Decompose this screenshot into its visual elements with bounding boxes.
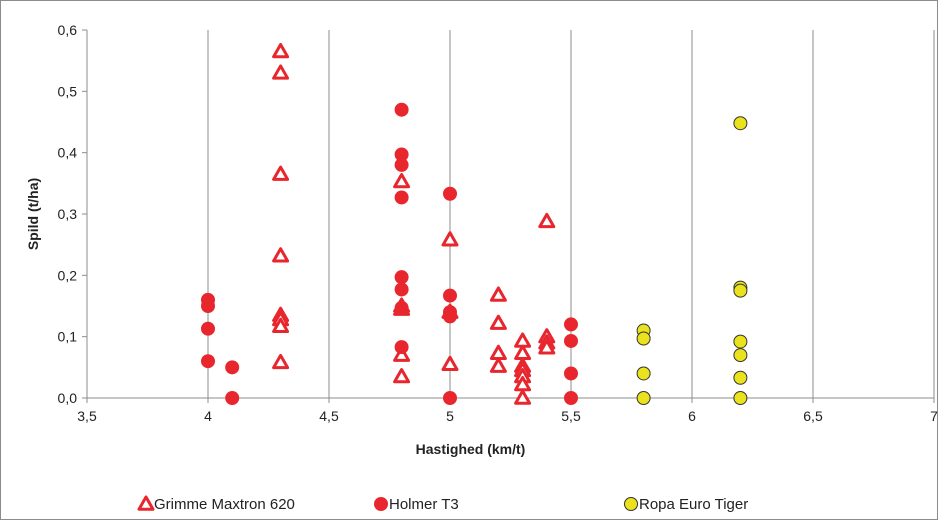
- data-point-circle: [394, 300, 409, 315]
- data-point-triangle: [489, 286, 507, 302]
- y-tick-label: 0,1: [58, 329, 78, 345]
- x-tick-label: 4,5: [319, 408, 339, 424]
- data-point-circle: [733, 283, 748, 298]
- data-point-triangle: [489, 314, 507, 330]
- data-point-circle: [564, 391, 578, 405]
- data-point-triangle: [393, 368, 411, 384]
- data-point-triangle: [393, 172, 411, 189]
- data-point-circle: [636, 366, 651, 381]
- data-point-circle: [394, 190, 409, 205]
- x-tick-label: 3,5: [77, 408, 97, 424]
- x-tick-label: 7: [930, 408, 937, 424]
- data-point-circle: [636, 391, 651, 405]
- data-point-triangle: [272, 247, 290, 263]
- data-point-triangle: [538, 339, 556, 355]
- data-point-circle: [443, 391, 457, 405]
- data-point-circle: [201, 299, 215, 313]
- data-point-triangle: [489, 357, 507, 373]
- data-point-triangle: [272, 353, 290, 370]
- data-point-circle: [636, 331, 651, 346]
- data-point-circle: [733, 116, 748, 131]
- data-point-triangle: [272, 64, 290, 80]
- data-point-circle: [201, 354, 215, 369]
- data-point-triangle: [393, 346, 411, 362]
- data-point-circle: [394, 102, 409, 117]
- legend-label: Holmer T3: [389, 496, 459, 513]
- series-holmer-t3: [201, 102, 578, 405]
- series-ropa-euro-tiger: [636, 116, 748, 405]
- legend-marker-circle: [624, 497, 638, 511]
- data-point-circle: [394, 157, 409, 172]
- x-tick-label: 5: [446, 408, 454, 424]
- x-axis-title: Hastighed (km/t): [416, 441, 526, 457]
- data-point-circle: [564, 317, 578, 332]
- data-point-circle: [733, 334, 748, 349]
- y-tick-label: 0,6: [58, 22, 78, 38]
- x-tick-label: 6: [688, 408, 696, 424]
- y-tick-label: 0,5: [58, 83, 78, 99]
- data-point-circle: [733, 348, 748, 363]
- data-point-circle: [394, 340, 409, 355]
- data-point-triangle: [514, 344, 532, 360]
- series-grimme-maxtron-620: [272, 42, 556, 405]
- data-point-circle: [443, 186, 457, 201]
- data-point-triangle: [538, 212, 556, 229]
- data-point-triangle: [441, 355, 459, 372]
- y-tick-label: 0,3: [58, 206, 78, 222]
- x-tick-label: 5,5: [561, 408, 581, 424]
- data-point-circle: [394, 282, 409, 297]
- y-tick-label: 0,4: [58, 145, 78, 161]
- data-point-circle: [443, 288, 457, 303]
- data-point-triangle: [272, 42, 290, 59]
- data-point-circle: [733, 370, 748, 385]
- data-point-triangle: [441, 231, 459, 247]
- data-point-triangle: [272, 317, 290, 333]
- data-point-triangle: [272, 165, 290, 181]
- x-tick-label: 4: [204, 408, 212, 424]
- data-point-circle: [443, 309, 457, 324]
- legend-marker-triangle: [137, 495, 155, 511]
- data-point-triangle: [514, 389, 532, 405]
- legend-label: Grimme Maxtron 620: [154, 496, 295, 513]
- data-point-circle: [225, 360, 240, 375]
- legend-marker-circle: [374, 497, 388, 511]
- y-tick-label: 0,2: [58, 267, 78, 283]
- y-tick-label: 0,0: [58, 390, 78, 406]
- x-tick-label: 6,5: [803, 408, 823, 424]
- data-point-circle: [225, 391, 240, 405]
- data-point-circle: [201, 321, 215, 336]
- y-axis-title: Spild (t/ha): [25, 178, 41, 250]
- legend-label: Ropa Euro Tiger: [639, 496, 748, 513]
- data-point-circle: [564, 333, 578, 348]
- data-point-circle: [394, 270, 409, 285]
- data-point-triangle: [514, 332, 532, 348]
- data-point-circle: [564, 366, 578, 381]
- data-point-circle: [733, 391, 748, 405]
- data-point-triangle: [489, 344, 507, 360]
